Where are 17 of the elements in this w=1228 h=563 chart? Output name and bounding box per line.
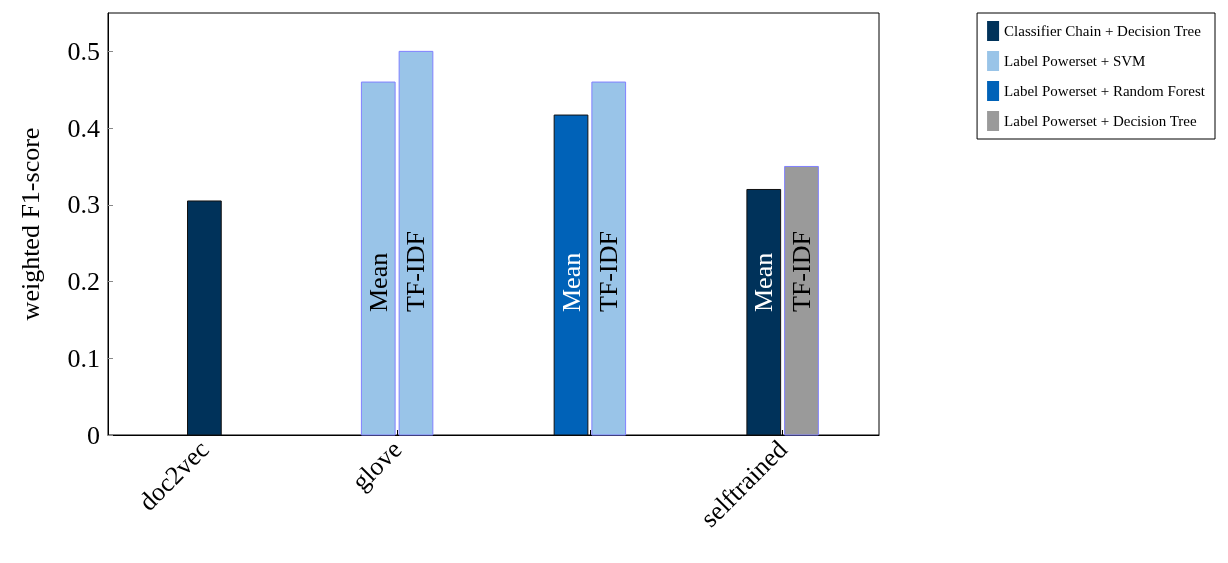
- legend-label: Label Powerset + Random Forest: [1004, 83, 1206, 99]
- legend-label: Label Powerset + Decision Tree: [1004, 113, 1198, 129]
- data-label: TF-IDF: [786, 231, 816, 312]
- data-label: Mean: [363, 252, 393, 312]
- y-axis-title: weighted F1-score: [15, 127, 45, 321]
- data-label: TF-IDF: [594, 231, 624, 312]
- legend-label: Label Powerset + SVM: [1004, 53, 1146, 69]
- legend-label: Classifier Chain + Decision Tree: [1004, 23, 1202, 39]
- y-tick-label: 0: [87, 420, 100, 450]
- y-tick-label: 0.3: [67, 190, 100, 220]
- data-label: Mean: [749, 252, 779, 312]
- data-label: Mean: [556, 252, 586, 312]
- y-tick-label: 0.2: [67, 267, 100, 297]
- data-label: TF-IDF: [401, 231, 431, 312]
- y-tick-label: 0.4: [67, 113, 100, 143]
- y-tick-label: 0.5: [67, 36, 100, 66]
- y-tick-label: 0.1: [67, 343, 100, 373]
